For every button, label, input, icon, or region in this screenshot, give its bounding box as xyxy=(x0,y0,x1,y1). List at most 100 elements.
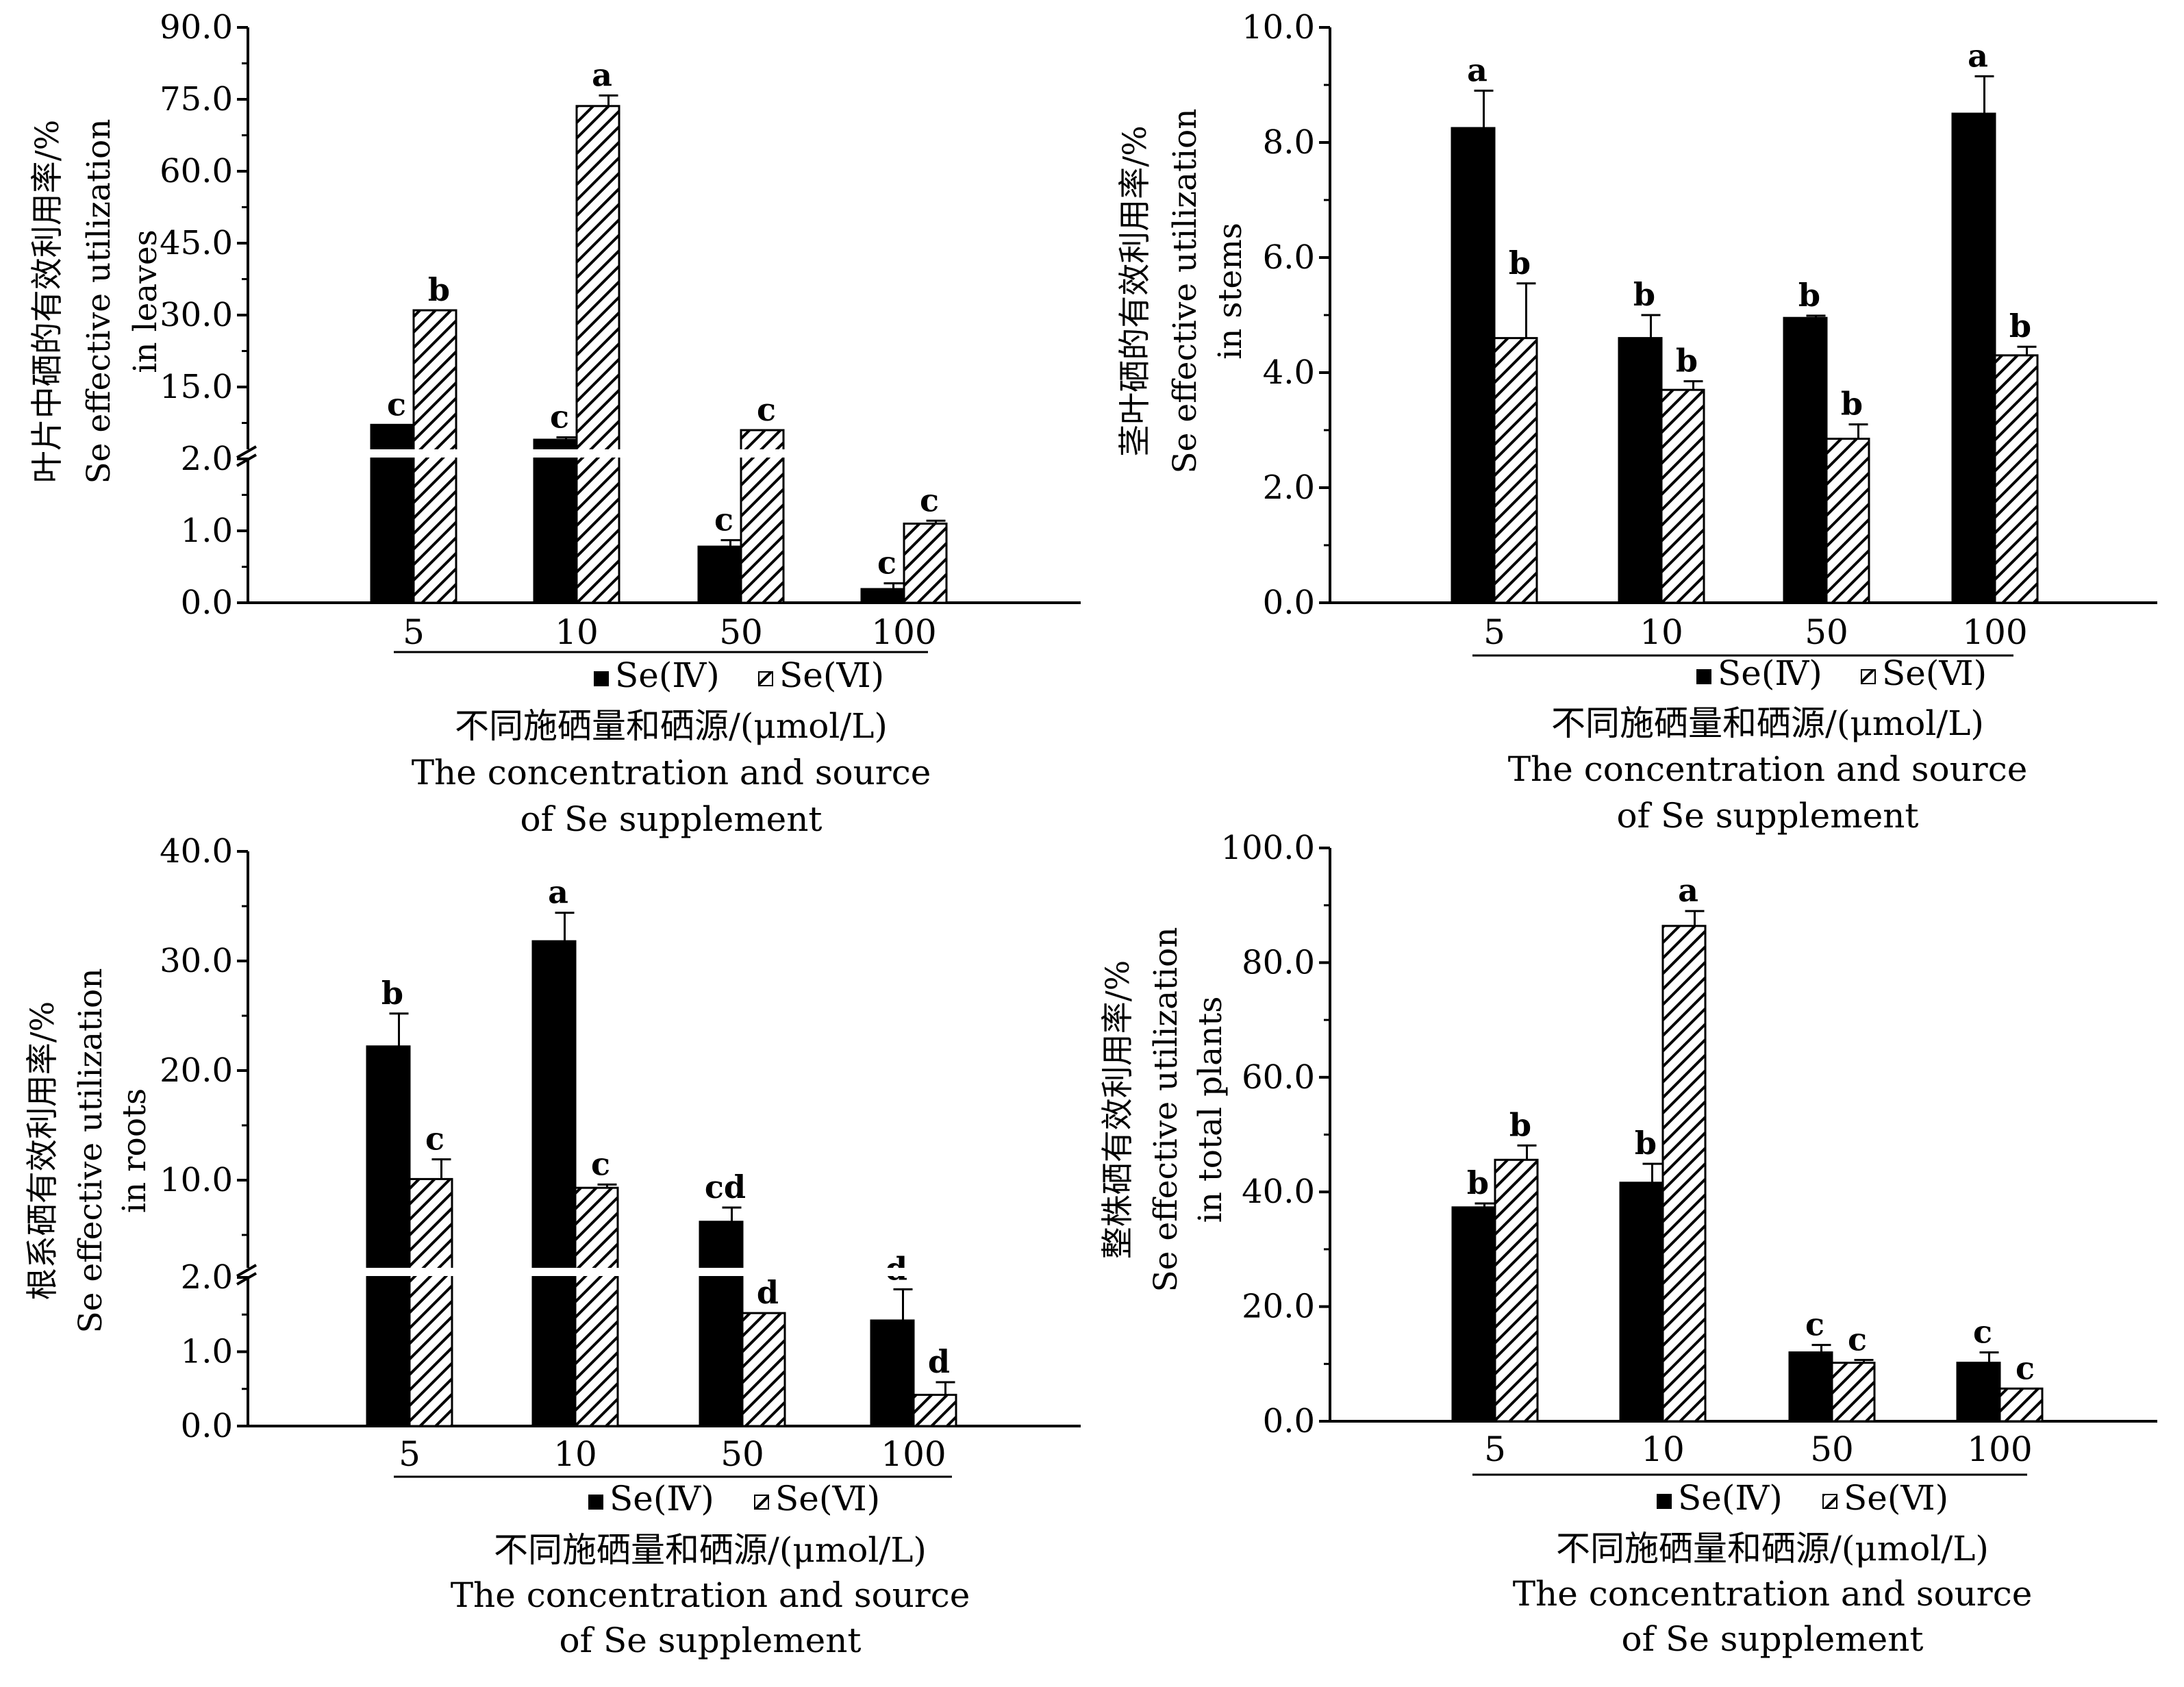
significance-label: c xyxy=(387,386,406,423)
category-label: 5 xyxy=(403,612,425,652)
bar-se-iv-50 xyxy=(697,545,742,604)
bar-se-vi-100 xyxy=(903,523,948,604)
y-axis-title-cn: 根系硒有效利用率/% xyxy=(24,1001,62,1301)
significance-label: b xyxy=(1798,277,1820,314)
legend-label-se-vi: Se(Ⅵ) xyxy=(1844,1478,1948,1518)
bar-se-vi-50 xyxy=(740,429,785,604)
bar-se-iv-50 xyxy=(699,1221,744,1427)
y-tick-label: 2.0 xyxy=(181,1258,233,1297)
y-tick-label: 0.0 xyxy=(181,1407,233,1445)
bar-se-iv-10 xyxy=(533,438,578,604)
significance-label: b xyxy=(1633,276,1655,313)
axis-break-gap xyxy=(247,449,1079,458)
significance-label: b xyxy=(1635,1125,1657,1162)
significance-label: c xyxy=(920,482,939,518)
y-axis-title-en: Se effective utilization xyxy=(1166,108,1204,473)
legend-swatch-se-iv xyxy=(1696,669,1711,684)
chart-panel-1: 0.0 1.0 2.0 15.0 30.0 45.0 60.0 75.0 90.0 c b 5 c a 10… xyxy=(29,8,1081,839)
y-axis-title-en: Se effective utilization xyxy=(1147,927,1185,1292)
bar-se-vi-5 xyxy=(408,1177,453,1427)
y-tick-label: 8.0 xyxy=(1263,123,1315,162)
category-label: 5 xyxy=(1484,1429,1506,1469)
category-label: 100 xyxy=(871,612,936,652)
y-tick-label: 0.0 xyxy=(181,584,233,622)
bar-se-vi-100 xyxy=(912,1393,957,1427)
y-tick-label: 20.0 xyxy=(1242,1288,1315,1326)
significance-label: c xyxy=(714,501,733,538)
x-axis-title-en: The concentration and source xyxy=(1508,749,2028,789)
category-label: 100 xyxy=(881,1434,946,1474)
axis-break-gap xyxy=(247,1268,1079,1276)
axis-break-mark xyxy=(236,1264,257,1277)
significance-label: a xyxy=(592,56,612,93)
x-axis-title-en: of Se supplement xyxy=(1617,796,1919,836)
x-axis-title-cn: 不同施硒量和硒源/(μmol/L) xyxy=(455,706,888,746)
bar-se-vi-10 xyxy=(574,1186,619,1427)
significance-label: b xyxy=(1841,386,1863,423)
legend-label-se-vi: Se(Ⅵ) xyxy=(779,655,884,695)
category-label: 10 xyxy=(553,1434,597,1474)
bar-se-iv-50 xyxy=(1788,1351,1833,1423)
category-label: 10 xyxy=(555,612,599,652)
y-tick-label: 0.0 xyxy=(1263,584,1315,622)
significance-label: c xyxy=(877,545,896,582)
axis-break-mark xyxy=(236,1272,257,1286)
bar-se-iv-10 xyxy=(531,940,577,1427)
legend-label-se-iv: Se(Ⅳ) xyxy=(1678,1478,1783,1518)
y-tick-label: 90.0 xyxy=(160,8,233,47)
bar-se-iv-10 xyxy=(1618,337,1663,604)
y-axis-title-en: in leaves xyxy=(127,229,164,373)
x-axis-title-en: The concentration and source xyxy=(451,1575,970,1615)
bar-se-vi-5 xyxy=(1493,337,1538,604)
y-tick-label: 100.0 xyxy=(1221,829,1315,867)
y-tick-label: 30.0 xyxy=(160,942,233,980)
significance-label: a xyxy=(548,874,568,911)
category-label: 5 xyxy=(399,1434,421,1474)
bar-se-vi-10 xyxy=(575,105,620,604)
x-axis-title-en: of Se supplement xyxy=(520,799,823,839)
bar-se-iv-100 xyxy=(870,1319,915,1427)
y-tick-label: 0.0 xyxy=(1263,1402,1315,1440)
y-tick-label: 1.0 xyxy=(181,512,233,550)
significance-label: c xyxy=(425,1121,444,1158)
legend-swatch-se-iv xyxy=(594,671,609,686)
bar-se-iv-50 xyxy=(1783,316,1828,604)
significance-label: c xyxy=(2016,1349,2035,1386)
x-axis-title-en: The concentration and source xyxy=(1513,1574,2033,1614)
category-label: 100 xyxy=(1962,612,2027,652)
legend-label-se-vi: Se(Ⅵ) xyxy=(1882,653,1987,693)
significance-label: a xyxy=(1968,37,1988,74)
bar-se-vi-100 xyxy=(1994,354,2039,604)
bar-se-vi-10 xyxy=(1661,925,1707,1423)
significance-label: d xyxy=(928,1343,950,1380)
legend-swatch-se-iv xyxy=(588,1495,603,1510)
y-tick-label: 75.0 xyxy=(160,80,233,118)
x-axis-title-cn: 不同施硒量和硒源/(μmol/L) xyxy=(1551,703,1984,743)
y-tick-label: 20.0 xyxy=(160,1051,233,1090)
y-tick-label: 45.0 xyxy=(160,224,233,262)
bar-se-iv-100 xyxy=(1956,1362,2001,1423)
y-axis-title-en: in total plants xyxy=(1192,997,1229,1223)
significance-label: b xyxy=(2009,308,2031,345)
category-label: 10 xyxy=(1641,1429,1685,1469)
significance-label: c xyxy=(550,399,569,436)
category-label: 50 xyxy=(1805,612,1848,652)
significance-label: c xyxy=(1973,1314,1992,1351)
legend-swatch-se-vi xyxy=(1861,669,1876,684)
category-label: 50 xyxy=(720,1434,764,1474)
x-axis-title-cn: 不同施硒量和硒源/(μmol/L) xyxy=(1556,1529,1989,1569)
significance-label: b xyxy=(1676,342,1698,379)
legend-swatch-se-iv xyxy=(1657,1494,1672,1509)
significance-label: b xyxy=(1509,245,1531,282)
x-axis-title-en: of Se supplement xyxy=(560,1621,862,1660)
significance-label: a xyxy=(1467,51,1488,88)
legend-label-se-vi: Se(Ⅵ) xyxy=(775,1479,880,1519)
significance-label: b xyxy=(1467,1164,1489,1201)
significance-label: d xyxy=(757,1274,779,1311)
y-tick-label: 2.0 xyxy=(181,440,233,478)
legend-swatch-se-vi xyxy=(754,1495,769,1510)
x-axis-title-en: of Se supplement xyxy=(1622,1619,1924,1659)
y-axis-title-en: Se effective utilization xyxy=(80,118,118,484)
significance-label: a xyxy=(1678,872,1698,909)
